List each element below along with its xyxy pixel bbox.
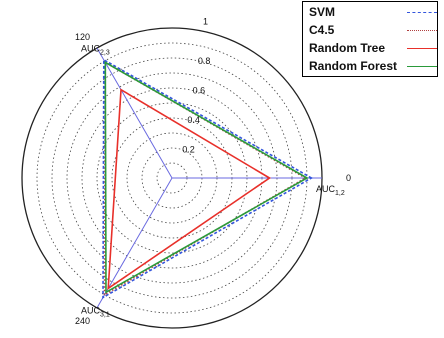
- axis-label: AUC3,1: [81, 306, 110, 319]
- radial-tick-label: 0.6: [193, 85, 206, 95]
- series-polygon-svm: [102, 58, 314, 299]
- axis-label: AUC1,2: [316, 184, 345, 197]
- legend-label-svm: SVM: [309, 5, 336, 19]
- axis-label: AUC2,3: [81, 43, 110, 56]
- series-polygon-random-tree: [107, 88, 271, 290]
- radial-tick-label: 0.4: [187, 115, 200, 125]
- radial-tick-label: 0.2: [182, 144, 195, 154]
- radial-tick-label: 0.8: [198, 56, 211, 66]
- radar-axis-spoke: [96, 47, 173, 179]
- angle-label: 0: [346, 173, 351, 183]
- legend-swatch-random-tree: [407, 48, 437, 49]
- legend-label-c45: C4.5: [309, 23, 335, 37]
- radar-axis-spoke: [96, 177, 173, 309]
- legend-label-random-forest: Random Forest: [309, 59, 398, 73]
- legend-swatch-svm: [407, 12, 437, 13]
- axis-label-sub: 2,3: [100, 49, 110, 56]
- series-polygon-random-forest: [104, 61, 309, 294]
- legend-swatch-random-forest: [407, 66, 437, 67]
- axis-label-main: AUC: [316, 184, 336, 194]
- chart-legend: SVM C4.5 Random Tree Random Forest: [302, 1, 438, 77]
- axis-label-main: AUC: [81, 306, 101, 316]
- angle-label: 120: [75, 32, 90, 42]
- radial-tick-label: 1: [203, 16, 208, 26]
- radar-series: [102, 58, 314, 299]
- axis-label-main: AUC: [81, 43, 101, 53]
- angle-label: 240: [75, 316, 90, 326]
- legend-swatch-c45: [407, 30, 437, 31]
- legend-label-random-tree: Random Tree: [309, 41, 386, 55]
- radar-grid: [21, 27, 323, 329]
- axis-label-sub: 1,2: [335, 190, 345, 197]
- axis-label-sub: 3,1: [100, 312, 110, 319]
